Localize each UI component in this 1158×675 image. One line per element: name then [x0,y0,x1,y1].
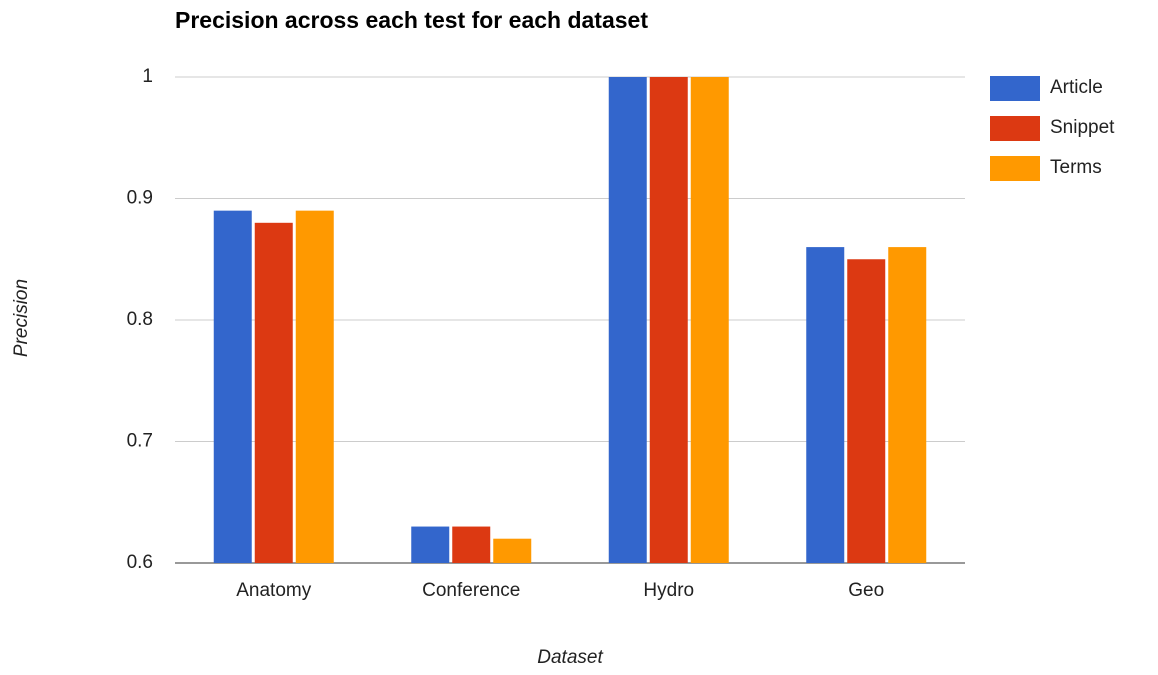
bar [690,77,729,563]
bar [888,247,927,563]
y-tick-label: 0.8 [127,309,153,330]
y-tick-label: 0.9 [127,188,153,209]
bar [452,526,491,563]
bar [847,259,886,563]
bar [493,538,532,563]
legend-swatch [990,156,1040,181]
bar [411,526,450,563]
chart-title: Precision across each test for each data… [175,7,648,33]
legend-label: Article [1050,77,1103,98]
legend-swatch [990,76,1040,101]
legend-label: Snippet [1050,117,1115,138]
x-tick-label: Conference [422,580,520,601]
bar [806,247,845,563]
legend-label: Terms [1050,157,1102,178]
y-axis-title: Precision [11,279,32,357]
x-tick-label: Hydro [643,580,694,601]
y-tick-label: 0.7 [127,431,153,452]
bar [649,77,688,563]
y-tick-label: 0.6 [127,552,153,573]
legend-swatch [990,116,1040,141]
bar [608,77,647,563]
x-tick-label: Anatomy [236,580,311,601]
bar [213,210,252,563]
bar [295,210,334,563]
x-axis-title: Dataset [537,647,603,668]
bar [254,222,293,564]
x-tick-label: Geo [848,580,884,601]
y-tick-label: 1 [142,66,153,87]
